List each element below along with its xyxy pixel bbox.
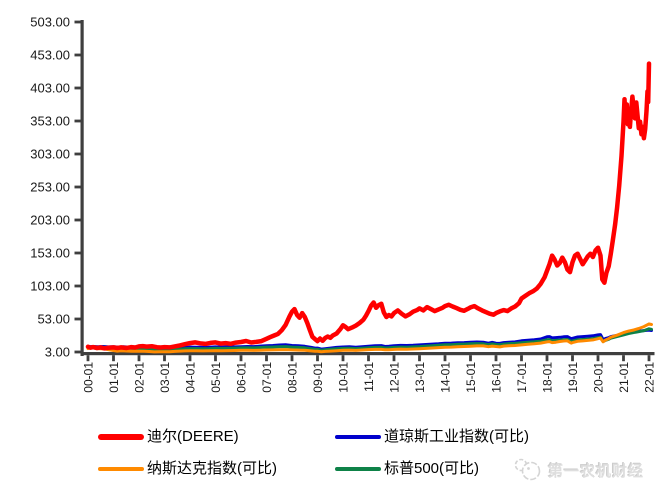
y-tick [74, 317, 82, 321]
series-line-3 [86, 327, 653, 352]
y-tick [74, 119, 82, 123]
legend-item-sp500: 标普500(可比) [335, 459, 662, 479]
x-tick [188, 355, 192, 362]
legend-item-dow-jones: 道琼斯工业指数(可比) [335, 427, 662, 447]
y-tick [74, 350, 82, 354]
y-tick [74, 185, 82, 189]
x-tick-label: 18-01 [541, 362, 555, 393]
x-tick [443, 355, 447, 362]
chart-legend: 迪尔(DEERE) 道琼斯工业指数(可比) 纳斯达克指数(可比) 标普500(可… [98, 427, 662, 479]
y-axis-line [80, 20, 84, 356]
x-tick-label: 07-01 [260, 362, 274, 393]
series-line-0 [85, 61, 652, 351]
x-tick [163, 355, 166, 362]
x-tick [647, 355, 651, 362]
y-tick-label: 503.00 [30, 15, 70, 30]
x-tick-label: 17-01 [515, 362, 529, 393]
x-tick-label: 09-01 [311, 362, 325, 393]
legend-item-deere: 迪尔(DEERE) [98, 427, 335, 447]
y-tick [74, 20, 82, 24]
x-tick [137, 355, 141, 362]
price-chart: 3.00 53.00 103.00 153.00 203.00 253.00 303.00 3… [30, 15, 657, 393]
x-tick-label: 16-01 [490, 362, 504, 393]
x-tick-label: 13-01 [413, 362, 427, 393]
x-tick-label: 21-01 [617, 362, 631, 393]
x-tick-label: 20-01 [592, 362, 606, 393]
x-tick-label: 00-01 [82, 362, 96, 393]
x-tick-label: 11-01 [362, 362, 376, 392]
y-tick-label: 403.00 [30, 81, 70, 96]
legend-swatch-dow-jones [335, 434, 381, 440]
x-axis-line [80, 352, 655, 356]
y-tick [74, 152, 82, 156]
y-tick-label: 3.00 [45, 345, 70, 360]
x-tick [290, 355, 294, 362]
y-tick [74, 53, 82, 57]
x-tick-label: 02-01 [133, 362, 147, 393]
x-tick-label: 01-01 [107, 362, 121, 393]
x-tick [367, 355, 370, 362]
legend-item-nasdaq: 纳斯达克指数(可比) [98, 459, 335, 479]
y-tick-label: 203.00 [30, 213, 70, 228]
y-tick-label: 353.00 [30, 114, 70, 129]
x-tick [545, 355, 549, 362]
x-tick [571, 355, 574, 362]
x-tick-label: 04-01 [184, 362, 198, 393]
x-tick [316, 355, 319, 362]
x-tick-label: 15-01 [464, 362, 478, 393]
x-tick [520, 355, 523, 362]
x-tick [112, 355, 115, 362]
legend-swatch-nasdaq [98, 466, 144, 472]
y-tick-label: 253.00 [30, 180, 70, 195]
y-tick-label: 153.00 [30, 246, 70, 261]
legend-label-dow-jones: 道琼斯工业指数(可比) [384, 428, 529, 445]
y-tick [74, 251, 82, 255]
x-tick [494, 355, 498, 362]
x-tick [265, 355, 268, 362]
x-tick-label: 22-01 [643, 362, 657, 393]
legend-label-deere: 迪尔(DEERE) [147, 428, 239, 445]
x-tick [214, 355, 217, 362]
x-tick-label: 14-01 [439, 362, 453, 393]
x-tick-label: 12-01 [388, 362, 402, 393]
legend-label-nasdaq: 纳斯达克指数(可比) [147, 460, 277, 477]
x-tick-label: 10-01 [337, 362, 351, 393]
x-tick [418, 355, 421, 362]
x-tick [392, 355, 396, 362]
y-tick-label: 453.00 [30, 48, 70, 63]
y-tick [74, 86, 82, 90]
y-tick-label: 303.00 [30, 147, 70, 162]
series-line-2 [86, 322, 653, 354]
legend-swatch-deere [98, 434, 144, 440]
y-tick [74, 284, 82, 288]
y-tick-label: 103.00 [30, 279, 70, 294]
x-tick-label: 19-01 [566, 362, 580, 393]
y-tick [74, 218, 82, 222]
x-tick [86, 355, 90, 362]
legend-swatch-sp500 [335, 466, 381, 472]
x-tick-label: 06-01 [235, 362, 249, 393]
x-tick-label: 03-01 [158, 362, 172, 393]
x-tick [596, 355, 600, 362]
legend-label-sp500: 标普500(可比) [384, 460, 480, 477]
x-tick [622, 355, 625, 362]
x-tick-label: 08-01 [286, 362, 300, 393]
x-tick-label: 05-01 [209, 362, 223, 393]
x-tick [239, 355, 243, 362]
line-chart-canvas: 3.00 53.00 103.00 153.00 203.00 253.00 303.00 3… [30, 15, 657, 393]
x-tick [469, 355, 472, 362]
y-tick-label: 53.00 [37, 312, 70, 327]
x-tick [341, 355, 345, 362]
